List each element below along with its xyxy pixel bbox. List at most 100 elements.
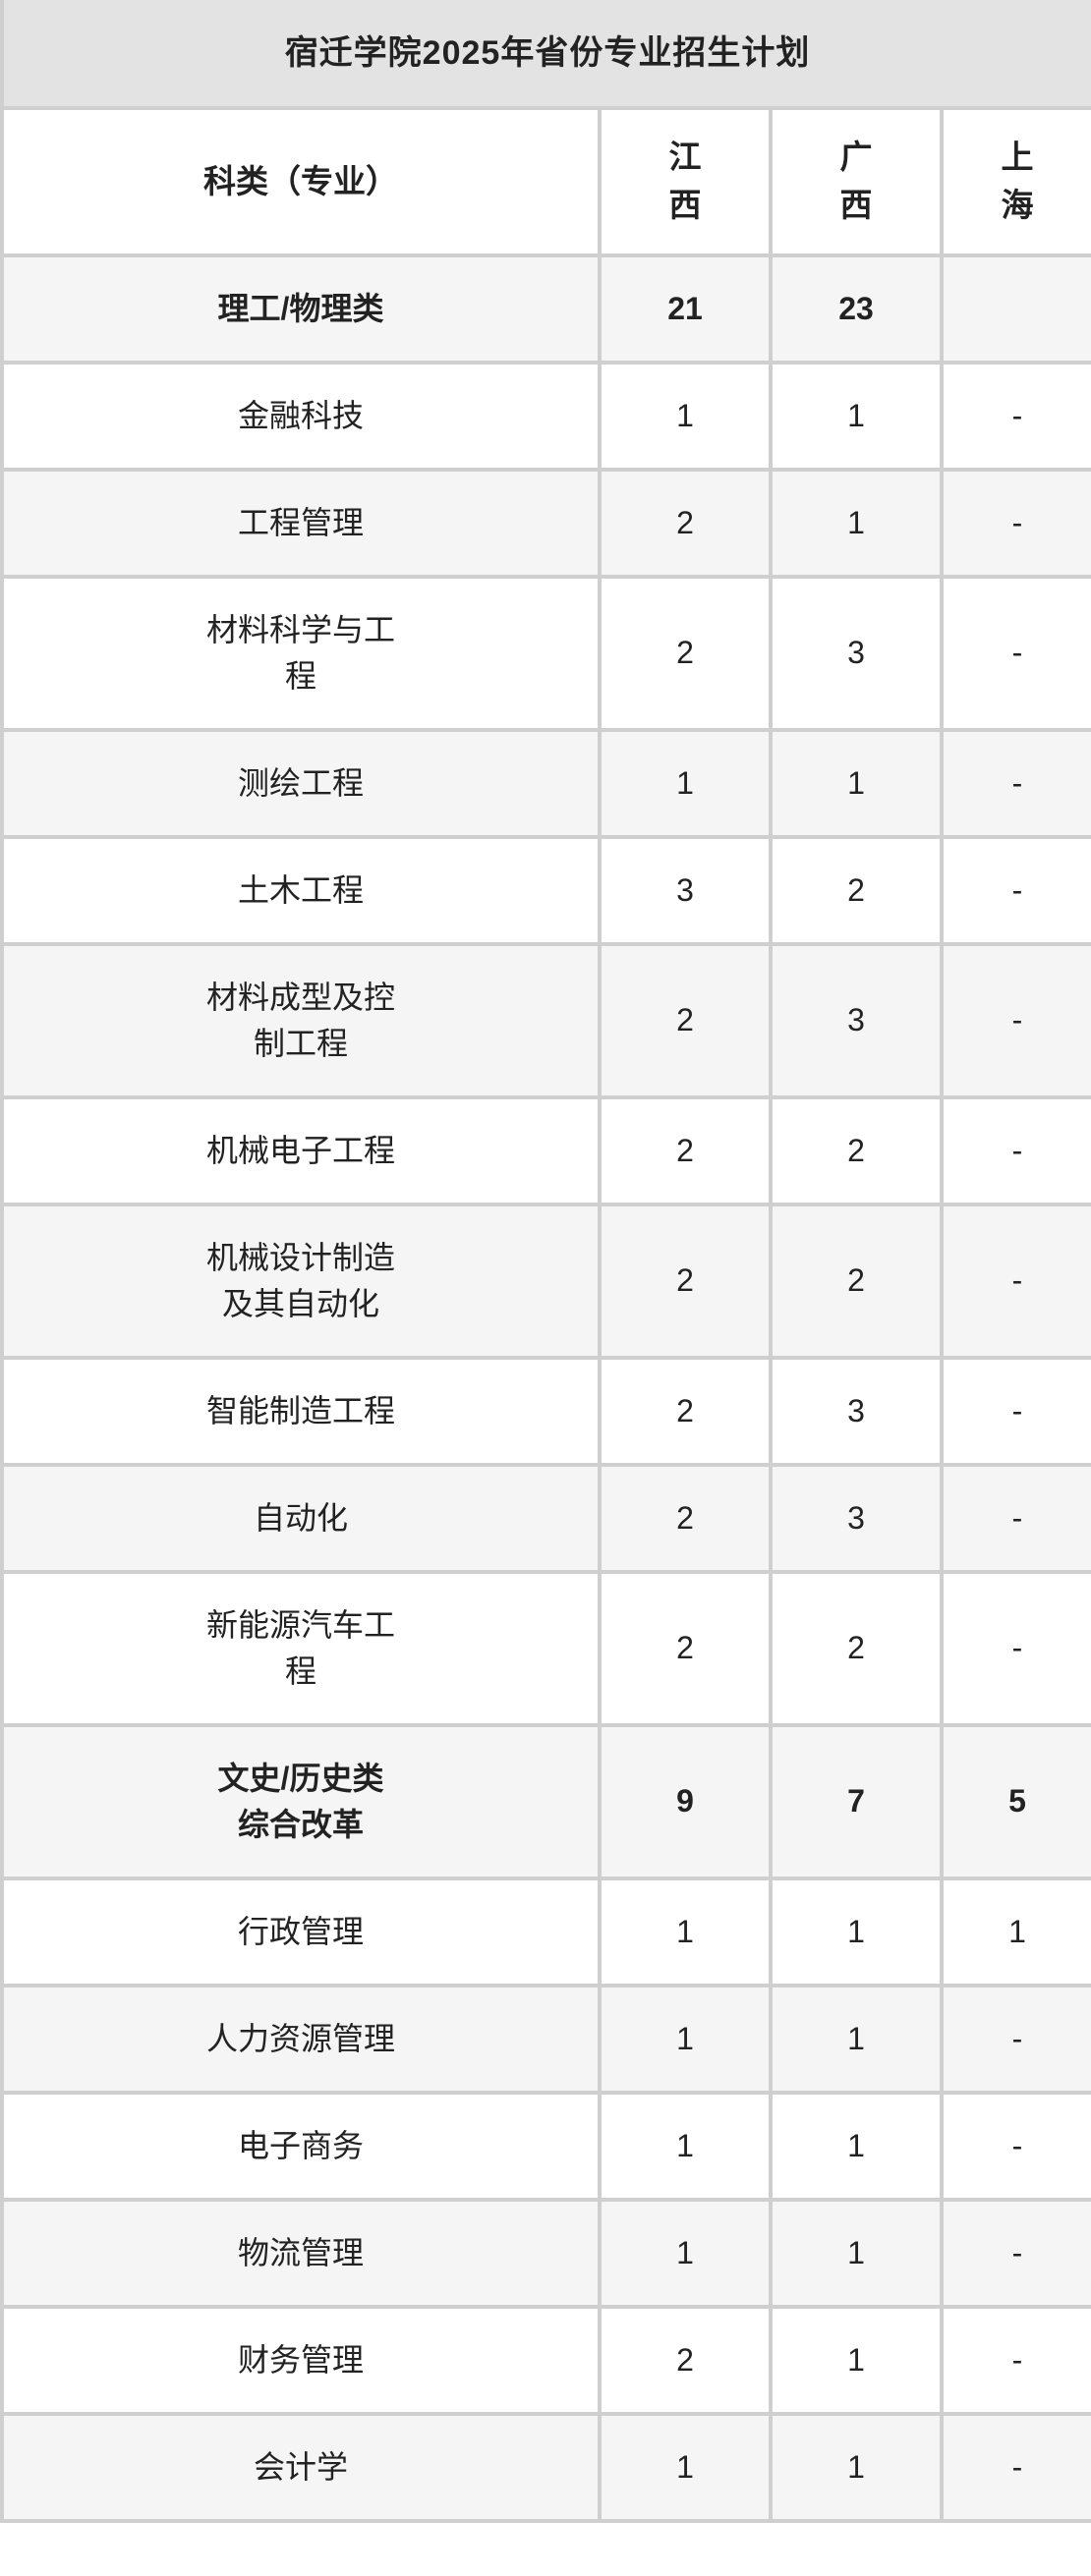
jiangxi-value-cell: 9: [598, 1723, 773, 1880]
jiangxi-value-cell: 2: [598, 1095, 773, 1206]
guangxi-value-cell: 2: [769, 1203, 944, 1360]
major-cell: 新能源汽车工 程: [0, 1570, 602, 1727]
shanghai-value-cell: -: [939, 468, 1091, 579]
guangxi-value-cell: 2: [769, 835, 944, 946]
shanghai-value-cell: -: [939, 1095, 1091, 1206]
table-row: 工程管理 2 1 -: [0, 468, 1091, 579]
shanghai-value-cell: -: [939, 942, 1091, 1099]
jiangxi-value-cell: 2: [598, 468, 773, 579]
major-cell: 材料科学与工 程: [0, 575, 602, 732]
jiangxi-value-cell: 2: [598, 1203, 773, 1360]
major-cell: 机械电子工程: [0, 1095, 602, 1206]
table-row: 金融科技 1 1 -: [0, 361, 1091, 472]
guangxi-value-cell: 3: [769, 1463, 944, 1574]
major-cell: 人力资源管理: [0, 1984, 602, 2095]
jiangxi-value-cell: 1: [598, 361, 773, 472]
shanghai-value-cell: -: [939, 1463, 1091, 1574]
jiangxi-value-cell: 3: [598, 835, 773, 946]
shanghai-value-cell: -: [939, 835, 1091, 946]
major-cell: 工程管理: [0, 468, 602, 579]
guangxi-value-cell: 7: [769, 1723, 944, 1880]
table-row: 财务管理 2 1 -: [0, 2305, 1091, 2416]
guangxi-value-cell: 1: [769, 728, 944, 839]
guangxi-value-cell: 2: [769, 1570, 944, 1727]
shanghai-value-cell: -: [939, 728, 1091, 839]
major-cell: 测绘工程: [0, 728, 602, 839]
guangxi-value-cell: 3: [769, 942, 944, 1099]
table-row: 机械设计制造 及其自动化 2 2 -: [0, 1203, 1091, 1360]
shanghai-value-cell: -: [939, 1356, 1091, 1467]
table-row: 电子商务 1 1 -: [0, 2091, 1091, 2202]
table-row: 智能制造工程 2 3 -: [0, 1356, 1091, 1467]
guangxi-value-cell: 1: [769, 2091, 944, 2202]
column-header-jiangxi: 江 西: [598, 106, 773, 257]
table-row: 物流管理 1 1 -: [0, 2198, 1091, 2309]
guangxi-value-cell: 1: [769, 2198, 944, 2309]
jiangxi-value-cell: 2: [598, 942, 773, 1099]
guangxi-value-cell: 3: [769, 1356, 944, 1467]
jiangxi-value-cell: 1: [598, 1984, 773, 2095]
major-cell: 材料成型及控 制工程: [0, 942, 602, 1099]
shanghai-value-cell: -: [939, 1984, 1091, 2095]
major-cell: 金融科技: [0, 361, 602, 472]
column-header-major: 科类（专业）: [0, 106, 602, 257]
table-row: 会计学 1 1 -: [0, 2412, 1091, 2523]
jiangxi-value-cell: 2: [598, 575, 773, 732]
guangxi-value-cell: 1: [769, 361, 944, 472]
major-cell: 会计学: [0, 2412, 602, 2523]
major-cell: 机械设计制造 及其自动化: [0, 1203, 602, 1360]
major-cell: 理工/物理类: [0, 253, 602, 364]
guangxi-value-cell: 1: [769, 2305, 944, 2416]
table-row: 新能源汽车工 程 2 2 -: [0, 1570, 1091, 1727]
shanghai-value-cell: -: [939, 2412, 1091, 2523]
table-header-row: 科类（专业） 江 西 广 西 上 海: [0, 106, 1091, 257]
jiangxi-value-cell: 2: [598, 1463, 773, 1574]
guangxi-value-cell: 23: [769, 253, 944, 364]
table-row: 材料成型及控 制工程 2 3 -: [0, 942, 1091, 1099]
jiangxi-value-cell: 2: [598, 1570, 773, 1727]
shanghai-value-cell: -: [939, 2305, 1091, 2416]
table-row: 自动化 2 3 -: [0, 1463, 1091, 1574]
jiangxi-value-cell: 1: [598, 2412, 773, 2523]
table-row-category-liberal-arts: 文史/历史类 综合改革 9 7 5: [0, 1723, 1091, 1880]
column-header-guangxi: 广 西: [769, 106, 944, 257]
guangxi-value-cell: 2: [769, 1095, 944, 1206]
table-row: 人力资源管理 1 1 -: [0, 1984, 1091, 2095]
major-cell: 电子商务: [0, 2091, 602, 2202]
column-header-shanghai: 上 海: [939, 106, 1091, 257]
major-cell: 财务管理: [0, 2305, 602, 2416]
shanghai-value-cell: -: [939, 1570, 1091, 1727]
table-row: 材料科学与工 程 2 3 -: [0, 575, 1091, 732]
table-row: 土木工程 3 2 -: [0, 835, 1091, 946]
table-row: 行政管理 1 1 1: [0, 1876, 1091, 1988]
shanghai-value-cell: -: [939, 1203, 1091, 1360]
guangxi-value-cell: 1: [769, 468, 944, 579]
jiangxi-value-cell: 2: [598, 1356, 773, 1467]
major-cell: 文史/历史类 综合改革: [0, 1723, 602, 1880]
table-title-row: 宿迁学院2025年省份专业招生计划: [0, 0, 1091, 110]
major-cell: 智能制造工程: [0, 1356, 602, 1467]
shanghai-value-cell: -: [939, 575, 1091, 732]
table-row: 机械电子工程 2 2 -: [0, 1095, 1091, 1206]
major-cell: 自动化: [0, 1463, 602, 1574]
shanghai-value-cell: 5: [939, 1723, 1091, 1880]
guangxi-value-cell: 1: [769, 1984, 944, 2095]
jiangxi-value-cell: 1: [598, 728, 773, 839]
guangxi-value-cell: 3: [769, 575, 944, 732]
jiangxi-value-cell: 2: [598, 2305, 773, 2416]
jiangxi-value-cell: 21: [598, 253, 773, 364]
shanghai-value-cell: 1: [939, 1876, 1091, 1988]
shanghai-value-cell: -: [939, 2198, 1091, 2309]
shanghai-value-cell: -: [939, 361, 1091, 472]
table-title: 宿迁学院2025年省份专业招生计划: [0, 0, 1091, 110]
table-row-category-science: 理工/物理类 21 23: [0, 253, 1091, 364]
shanghai-value-cell: [939, 253, 1091, 364]
major-cell: 物流管理: [0, 2198, 602, 2309]
jiangxi-value-cell: 1: [598, 2091, 773, 2202]
jiangxi-value-cell: 1: [598, 1876, 773, 1988]
major-cell: 土木工程: [0, 835, 602, 946]
shanghai-value-cell: -: [939, 2091, 1091, 2202]
guangxi-value-cell: 1: [769, 1876, 944, 1988]
major-cell: 行政管理: [0, 1876, 602, 1988]
